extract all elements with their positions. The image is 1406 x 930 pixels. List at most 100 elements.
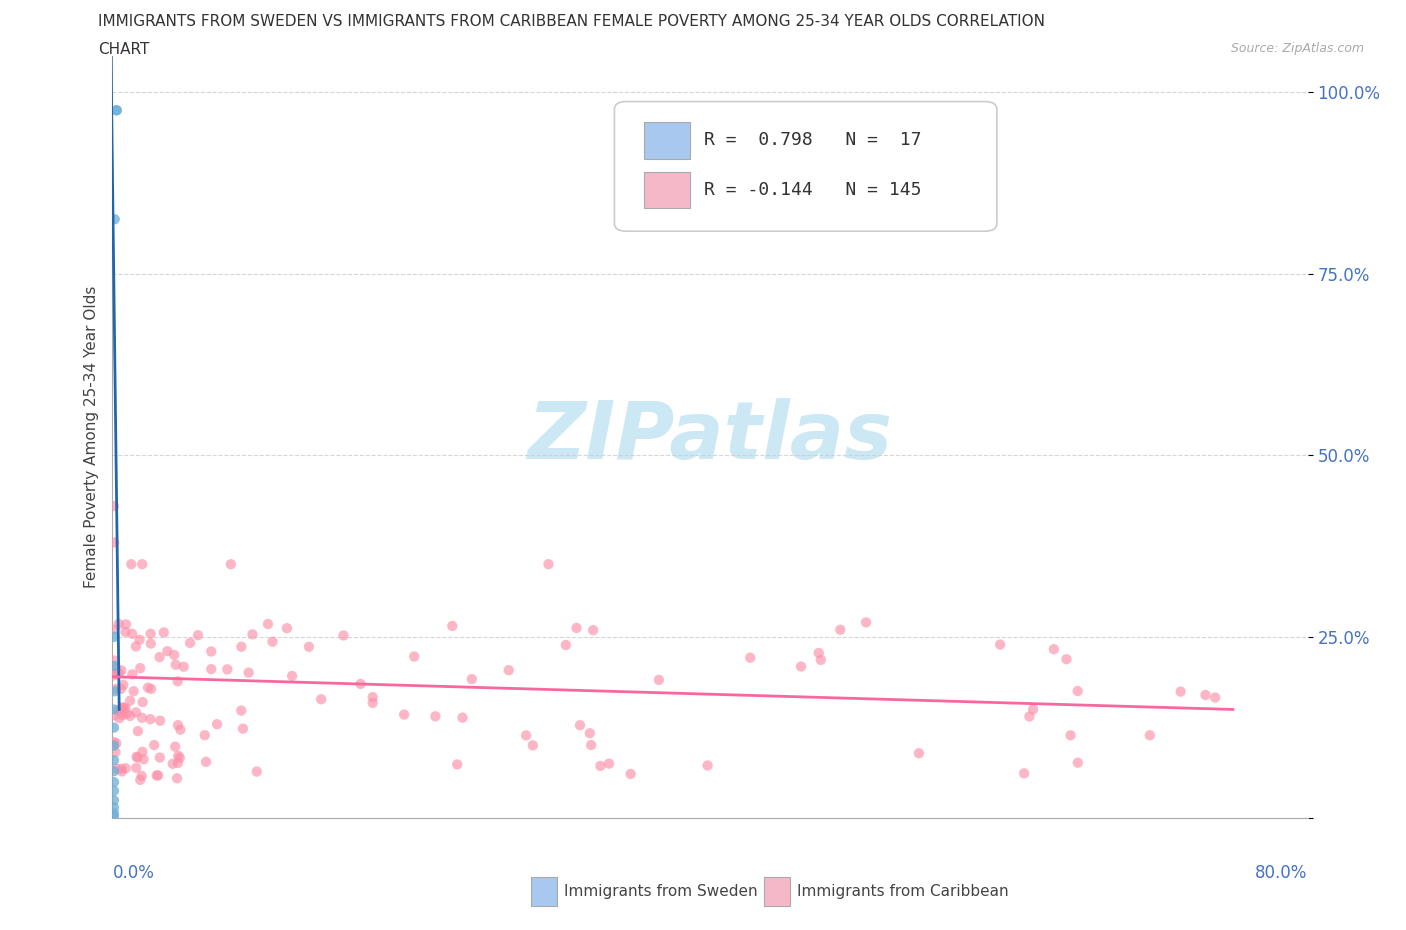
Point [200, 661, 222, 676]
Point [125, 639, 148, 654]
Text: IMMIGRANTS FROM SWEDEN VS IMMIGRANTS FROM CARIBBEAN FEMALE POVERTY AMONG 25-34 Y: IMMIGRANTS FROM SWEDEN VS IMMIGRANTS FRO… [98, 14, 1046, 29]
Point [104, 212, 127, 227]
Point [145, 768, 167, 783]
Point [298, 639, 321, 654]
Point [104, 745, 127, 760]
Point [908, 746, 931, 761]
Point [238, 665, 260, 680]
Point [121, 626, 143, 641]
Point [120, 709, 142, 724]
Point [461, 671, 484, 686]
Point [569, 718, 592, 733]
Point [231, 639, 253, 654]
Point [1170, 684, 1192, 699]
Point [103, 806, 125, 821]
Point [114, 701, 136, 716]
Point [166, 674, 188, 689]
Text: Source: ZipAtlas.com: Source: ZipAtlas.com [1230, 42, 1364, 55]
Point [111, 764, 134, 779]
Point [361, 696, 384, 711]
Point [1022, 702, 1045, 717]
Point [103, 630, 125, 644]
Point [451, 711, 474, 725]
Point [855, 615, 877, 630]
Text: 80.0%: 80.0% [1256, 864, 1308, 883]
Point [103, 753, 125, 768]
Bar [644, 122, 690, 159]
Point [115, 617, 138, 631]
Point [165, 658, 187, 672]
Point [129, 660, 152, 675]
Point [1139, 728, 1161, 743]
Point [128, 632, 150, 647]
Point [120, 557, 142, 572]
Point [103, 653, 125, 668]
Point [139, 626, 162, 641]
Point [103, 668, 125, 683]
Point [114, 761, 136, 776]
Point [242, 627, 264, 642]
Point [120, 693, 142, 708]
Point [103, 622, 125, 637]
Point [139, 682, 162, 697]
Point [349, 676, 371, 691]
Y-axis label: Female Poverty Among 25-34 Year Olds: Female Poverty Among 25-34 Year Olds [83, 286, 98, 589]
Point [105, 762, 128, 777]
Point [515, 728, 537, 743]
Point [139, 711, 162, 726]
Point [143, 737, 166, 752]
Point [1043, 642, 1066, 657]
Point [200, 644, 222, 659]
Point [103, 809, 125, 824]
Point [103, 792, 125, 807]
Point [139, 636, 162, 651]
Point [441, 618, 464, 633]
Point [103, 764, 125, 778]
Point [582, 623, 605, 638]
Point [166, 771, 188, 786]
Point [1194, 687, 1216, 702]
Point [578, 725, 600, 740]
Point [810, 653, 832, 668]
Point [309, 692, 332, 707]
Point [232, 721, 254, 736]
Point [554, 638, 576, 653]
Point [110, 682, 132, 697]
Point [648, 672, 671, 687]
Text: CHART: CHART [98, 42, 150, 57]
Point [173, 659, 195, 674]
Point [111, 708, 134, 723]
Point [281, 669, 304, 684]
Point [127, 751, 149, 765]
Point [103, 775, 125, 790]
Point [696, 758, 718, 773]
Point [110, 663, 132, 678]
Point [125, 705, 148, 720]
Point [988, 637, 1011, 652]
Point [103, 800, 125, 815]
Point [219, 557, 242, 572]
Point [132, 751, 155, 766]
Point [740, 650, 762, 665]
Point [187, 628, 209, 643]
Point [146, 768, 169, 783]
Point [579, 737, 602, 752]
Point [110, 701, 132, 716]
Point [149, 751, 172, 765]
Point [1066, 684, 1088, 698]
Point [114, 624, 136, 639]
Point [105, 682, 128, 697]
Point [103, 708, 125, 723]
Point [165, 739, 187, 754]
Point [169, 723, 191, 737]
Point [522, 737, 544, 752]
Point [107, 703, 129, 718]
Bar [644, 172, 690, 208]
Point [105, 736, 128, 751]
Point [565, 620, 588, 635]
Point [231, 703, 253, 718]
Point [131, 768, 153, 783]
Point [136, 680, 159, 695]
Point [108, 711, 131, 725]
Text: Immigrants from Sweden: Immigrants from Sweden [564, 884, 758, 899]
